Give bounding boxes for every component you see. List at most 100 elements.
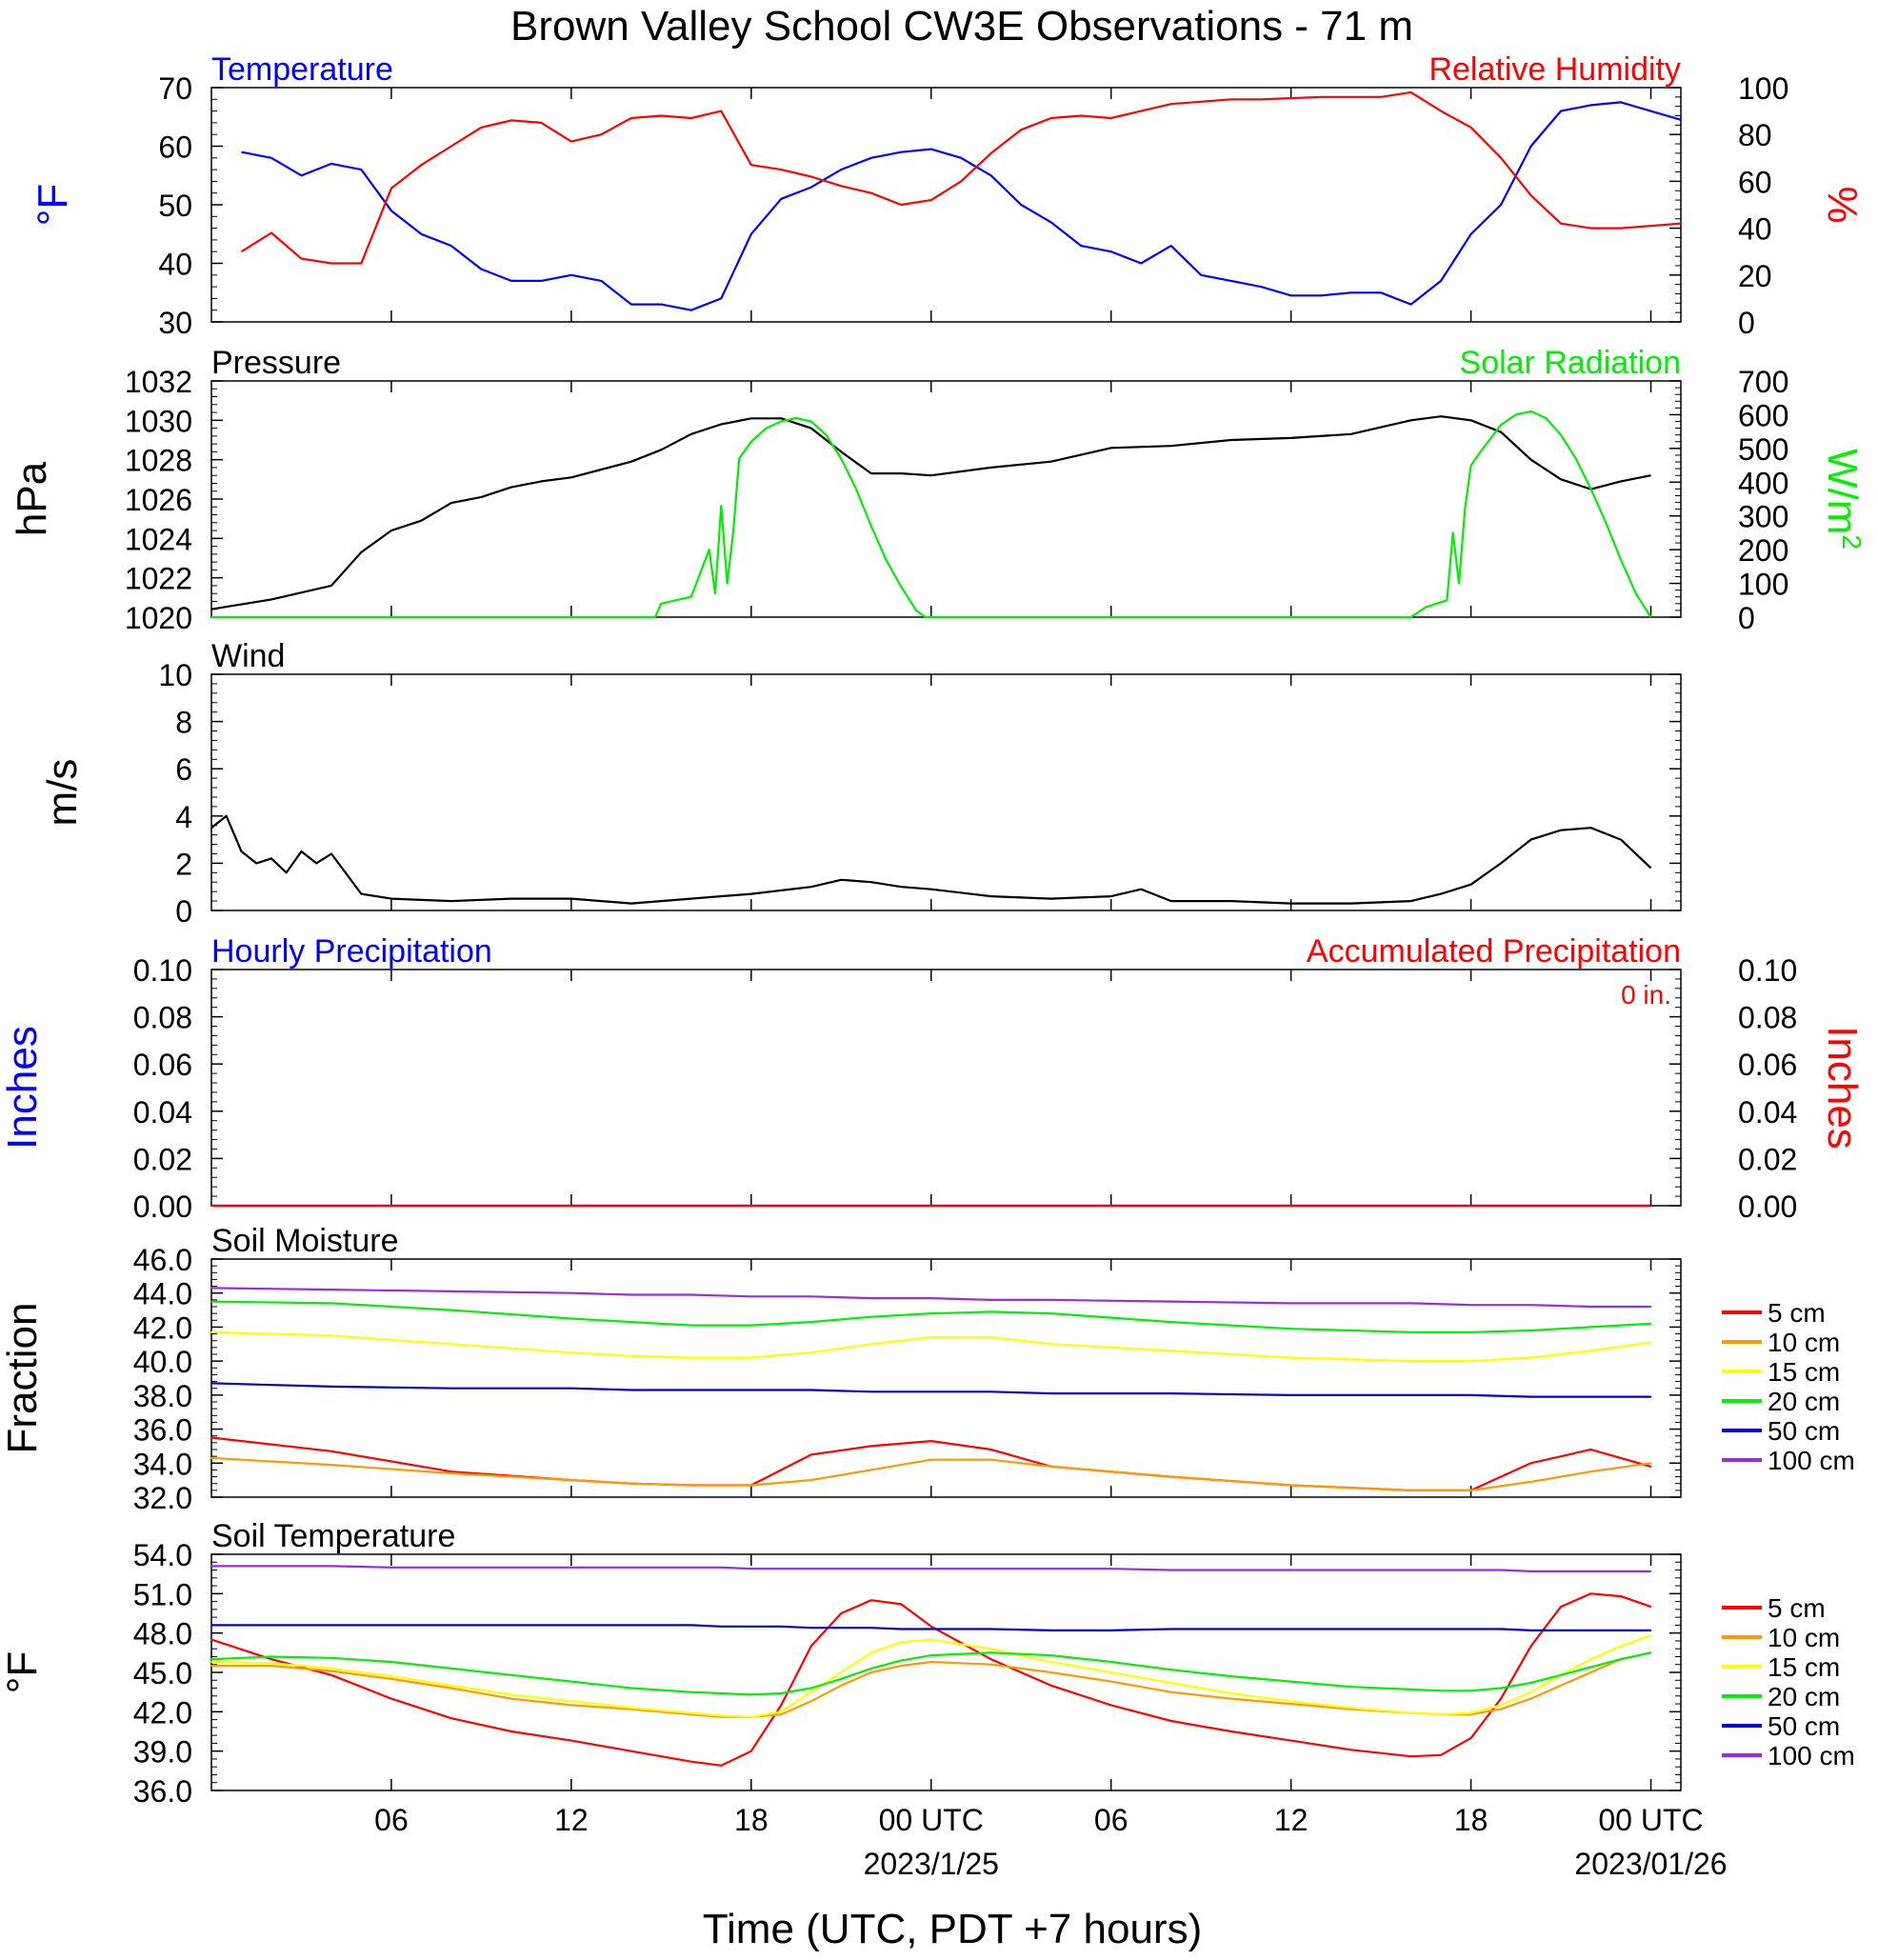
data-point bbox=[210, 1565, 212, 1568]
data-point bbox=[869, 1343, 872, 1346]
y-tick-label-left: 2 bbox=[175, 847, 192, 881]
data-point bbox=[1469, 1304, 1472, 1307]
data-point bbox=[270, 1665, 272, 1667]
y-tick-label-left: 8 bbox=[175, 706, 192, 740]
data-point bbox=[1589, 1671, 1592, 1673]
data-point bbox=[450, 1624, 452, 1627]
y-tick-label-right: 0.10 bbox=[1738, 953, 1797, 988]
data-point bbox=[1049, 1392, 1052, 1394]
data-point bbox=[869, 1671, 872, 1673]
y-tick-label-right: 40 bbox=[1738, 212, 1772, 247]
data-point bbox=[1169, 1720, 1172, 1722]
data-point bbox=[1649, 1306, 1652, 1308]
data-point bbox=[989, 1390, 992, 1393]
data-point bbox=[690, 1624, 692, 1627]
legend-label: 15 cm bbox=[1768, 1652, 1840, 1682]
data-point bbox=[510, 1693, 512, 1696]
data-point bbox=[1049, 1671, 1052, 1673]
y-tick-label-left: 50 bbox=[158, 189, 192, 223]
data-point bbox=[1560, 1684, 1562, 1687]
data-point bbox=[210, 1287, 212, 1290]
y-tick-label-left: 1032 bbox=[125, 365, 192, 399]
data-point bbox=[1229, 1697, 1232, 1700]
panel-title-left: Hourly Precipitation bbox=[211, 933, 492, 970]
data-point bbox=[570, 1680, 572, 1683]
data-point bbox=[330, 1657, 332, 1659]
data-point bbox=[1469, 1711, 1472, 1714]
data-point bbox=[1649, 1606, 1652, 1608]
y-tick-label-left: 10 bbox=[158, 658, 192, 692]
y-tick-label-left: 6 bbox=[175, 752, 192, 787]
y-axis-label-left: Inches bbox=[0, 1026, 46, 1150]
x-date-label: 2023/1/25 bbox=[864, 1847, 999, 1881]
y-tick-label-left: 0.08 bbox=[133, 1001, 192, 1035]
panel-title-left: Wind bbox=[211, 638, 285, 674]
legend-label: 10 cm bbox=[1768, 1328, 1840, 1357]
y-tick-label-right: 100 bbox=[1738, 568, 1788, 602]
data-point bbox=[1500, 1708, 1502, 1710]
data-point bbox=[1289, 1700, 1292, 1703]
data-point bbox=[1560, 1673, 1562, 1676]
data-point bbox=[809, 1351, 812, 1354]
data-point bbox=[840, 1612, 843, 1614]
data-point bbox=[1109, 1568, 1112, 1570]
y-axis-label-left: °F bbox=[30, 184, 76, 226]
data-point bbox=[450, 1343, 452, 1346]
data-point bbox=[1349, 1569, 1352, 1571]
data-point bbox=[1649, 1651, 1652, 1654]
y-tick-label-left: 42.0 bbox=[133, 1310, 192, 1345]
panel-title-right: Accumulated Precipitation bbox=[1307, 933, 1681, 970]
data-point bbox=[869, 1568, 872, 1570]
data-point bbox=[210, 1436, 212, 1439]
data-point bbox=[330, 1565, 332, 1568]
legend-label: 15 cm bbox=[1768, 1357, 1840, 1387]
data-point bbox=[989, 1658, 992, 1661]
x-axis-label: Time (UTC, PDT +7 hours) bbox=[703, 1906, 1202, 1952]
x-tick-label: 06 bbox=[1094, 1803, 1129, 1837]
data-point bbox=[570, 1700, 572, 1703]
data-point bbox=[1589, 1658, 1592, 1661]
data-point bbox=[1289, 1484, 1292, 1487]
data-point bbox=[1169, 1669, 1172, 1671]
y-tick-label-left: 38.0 bbox=[133, 1379, 192, 1413]
data-point bbox=[1649, 1570, 1652, 1572]
data-point bbox=[869, 1445, 872, 1448]
data-point bbox=[750, 1389, 752, 1391]
data-point bbox=[1620, 1658, 1622, 1661]
data-point bbox=[210, 1638, 212, 1641]
data-point bbox=[1109, 1671, 1112, 1673]
data-point bbox=[1469, 1628, 1472, 1630]
data-point bbox=[390, 1661, 392, 1663]
data-point bbox=[809, 1295, 812, 1298]
y-tick-label-left: 0 bbox=[175, 894, 192, 929]
y-tick-label-right: 0.08 bbox=[1738, 1001, 1797, 1035]
data-point bbox=[750, 1484, 752, 1487]
data-point bbox=[510, 1624, 512, 1627]
data-point bbox=[1049, 1661, 1052, 1663]
data-point bbox=[900, 1603, 903, 1606]
panel-pressure_solar: 1020 1022 1024 1026 1028 1030 1032 010020030040… bbox=[9, 345, 1868, 635]
y-axis-label-left: °F bbox=[0, 1651, 46, 1693]
data-point bbox=[780, 1713, 783, 1715]
y-tick-label-left: 1020 bbox=[125, 601, 192, 635]
data-point bbox=[720, 1566, 723, 1569]
data-point bbox=[1440, 1713, 1442, 1715]
data-point bbox=[900, 1568, 903, 1570]
data-point bbox=[1289, 1680, 1292, 1683]
y-tick-label-right: 400 bbox=[1738, 466, 1788, 500]
data-point bbox=[330, 1464, 332, 1466]
data-point bbox=[1109, 1680, 1112, 1683]
data-point bbox=[450, 1687, 452, 1690]
y-tick-label-right: 20 bbox=[1738, 259, 1772, 293]
data-point bbox=[900, 1659, 903, 1662]
x-tick-label: 12 bbox=[554, 1803, 589, 1837]
data-point bbox=[1529, 1690, 1532, 1693]
data-point bbox=[989, 1651, 992, 1654]
data-point bbox=[450, 1470, 452, 1473]
data-point bbox=[1109, 1630, 1112, 1631]
y-tick-label-left: 1026 bbox=[125, 483, 192, 517]
panel-soil_temperature: 36.0 39.0 42.0 45.0 48.0 51.0 54.0 Soil Tempera… bbox=[0, 1518, 1855, 1809]
legend-label: 100 cm bbox=[1768, 1446, 1855, 1475]
x-tick-label: 12 bbox=[1274, 1803, 1309, 1837]
data-point bbox=[630, 1687, 632, 1690]
